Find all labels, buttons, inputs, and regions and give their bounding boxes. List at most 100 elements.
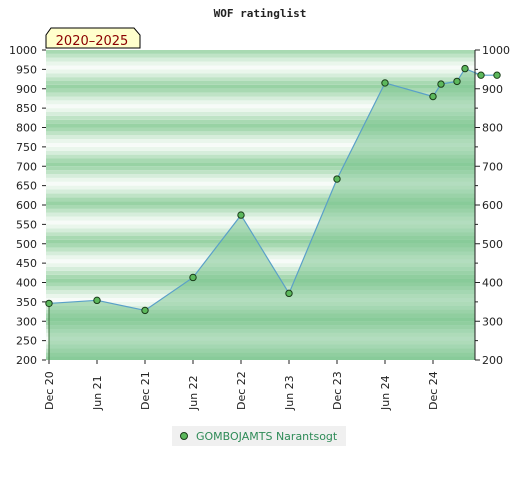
band: [46, 224, 475, 229]
y-right-tick-label: 600: [482, 199, 503, 212]
band: [46, 239, 475, 244]
data-point: [237, 211, 245, 219]
band: [46, 205, 475, 209]
band: [46, 57, 475, 62]
data-markers: [45, 64, 501, 315]
legend-label: GOMBOJAMTS Narantsogt: [196, 429, 338, 443]
band: [46, 81, 475, 85]
band: [46, 50, 475, 54]
x-tick-label: Jun 21: [91, 375, 104, 411]
band: [46, 108, 475, 112]
data-point: [333, 175, 341, 183]
area-shape: [49, 68, 497, 360]
y-left-tick-label: 950: [16, 63, 37, 76]
y-right-tick-label: 200: [482, 354, 503, 367]
data-point: [45, 299, 53, 308]
band: [46, 135, 475, 140]
band: [46, 177, 475, 182]
band: [46, 189, 475, 194]
band: [46, 88, 475, 93]
data-point: [493, 71, 501, 79]
band: [46, 228, 475, 233]
y-right-tick-label: 300: [482, 315, 503, 328]
y-left-tick-label: 750: [16, 141, 37, 154]
band: [46, 212, 475, 217]
band: [46, 131, 475, 136]
band: [46, 243, 475, 248]
band: [46, 77, 475, 81]
band: [46, 150, 475, 155]
y-left-tick-label: 300: [16, 315, 37, 328]
chart-title: WOF ratinglist: [214, 7, 307, 20]
data-point: [437, 80, 445, 88]
y-left-tick-label: 400: [16, 277, 37, 290]
data-point: [93, 296, 101, 305]
band: [46, 208, 475, 213]
x-tick-label: Jun 24: [379, 375, 392, 411]
band: [46, 69, 475, 74]
x-tick-label: Dec 24: [427, 371, 440, 410]
band: [46, 197, 475, 202]
data-point: [285, 289, 293, 298]
date-range-badge: 2020–2025: [45, 27, 141, 49]
band: [46, 181, 475, 186]
band: [46, 193, 475, 198]
data-point: [461, 64, 469, 73]
band: [46, 84, 475, 89]
y-left-tick-label: 600: [16, 199, 37, 212]
data-point: [141, 306, 149, 315]
x-tick-label: Jun 23: [283, 375, 296, 411]
data-point: [189, 273, 197, 282]
y-left-tick-label: 450: [16, 257, 37, 270]
band: [46, 174, 475, 178]
y-left-tick-label: 900: [16, 83, 37, 96]
y-axis-left: 200 250 300 350 400 450 500 550 600 650 700 750 800 8…: [9, 44, 46, 367]
y-axis-right: 200 300 400 500 600 700 800 900 1000: [475, 44, 510, 367]
y-left-tick-label: 500: [16, 238, 37, 251]
x-tick-label: Dec 21: [139, 371, 152, 410]
band: [46, 61, 475, 66]
badge-label: 2020–2025: [56, 34, 129, 49]
band: [46, 236, 475, 240]
y-left-tick-label: 650: [16, 180, 37, 193]
band: [46, 104, 475, 109]
y-left-tick-label: 200: [16, 354, 37, 367]
y-left-tick-label: 1000: [9, 44, 37, 57]
band: [46, 123, 475, 128]
y-right-tick-label: 1000: [482, 44, 510, 57]
band: [46, 119, 475, 124]
y-left-tick-label: 700: [16, 160, 37, 173]
x-tick-label: Dec 20: [43, 371, 56, 410]
band: [46, 115, 475, 120]
band: [46, 146, 475, 151]
data-point: [381, 79, 389, 87]
data-point: [453, 77, 461, 86]
data-point: [429, 92, 437, 101]
y-right-tick-label: 400: [482, 277, 503, 290]
band: [46, 166, 475, 171]
y-right-tick-label: 900: [482, 83, 503, 96]
band: [46, 127, 475, 132]
x-axis: Dec 20 Jun 21 Dec 21 Jun 22 Dec 22 Jun 23 Dec …: [43, 360, 440, 411]
y-left-tick-label: 350: [16, 296, 37, 309]
band: [46, 139, 475, 143]
band: [46, 92, 475, 97]
y-left-tick-label: 850: [16, 102, 37, 115]
y-right-tick-label: 800: [482, 122, 503, 135]
data-point: [477, 71, 485, 79]
x-tick-label: Dec 23: [331, 371, 344, 410]
band: [46, 232, 475, 236]
band: [46, 216, 475, 221]
band: [46, 96, 475, 101]
y-right-tick-label: 500: [482, 238, 503, 251]
band: [46, 162, 475, 167]
y-right-tick-label: 700: [482, 160, 503, 173]
band: [46, 170, 475, 174]
y-left-tick-label: 250: [16, 335, 37, 348]
band: [46, 185, 475, 190]
band: [46, 73, 475, 78]
area-fill: [49, 68, 497, 360]
band: [46, 220, 475, 225]
band: [46, 143, 475, 147]
